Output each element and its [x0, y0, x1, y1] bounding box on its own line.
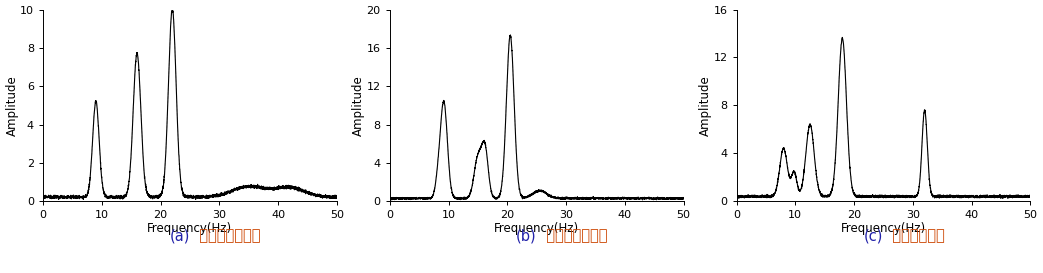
Text: 양방향신호등주: 양방향신호등주: [537, 229, 607, 244]
Y-axis label: Amplitude: Amplitude: [699, 75, 712, 136]
Text: (a): (a): [170, 229, 190, 244]
X-axis label: Frequency(Hz): Frequency(Hz): [494, 222, 579, 235]
X-axis label: Frequency(Hz): Frequency(Hz): [841, 222, 926, 235]
Text: 종합신호등주: 종합신호등주: [883, 229, 945, 244]
Y-axis label: Amplitude: Amplitude: [5, 75, 19, 136]
X-axis label: Frequency(Hz): Frequency(Hz): [147, 222, 233, 235]
Text: (c): (c): [864, 229, 883, 244]
Text: (b): (b): [516, 229, 537, 244]
Text: 단반향신호등주: 단반향신호등주: [190, 229, 261, 244]
Y-axis label: Amplitude: Amplitude: [353, 75, 365, 136]
